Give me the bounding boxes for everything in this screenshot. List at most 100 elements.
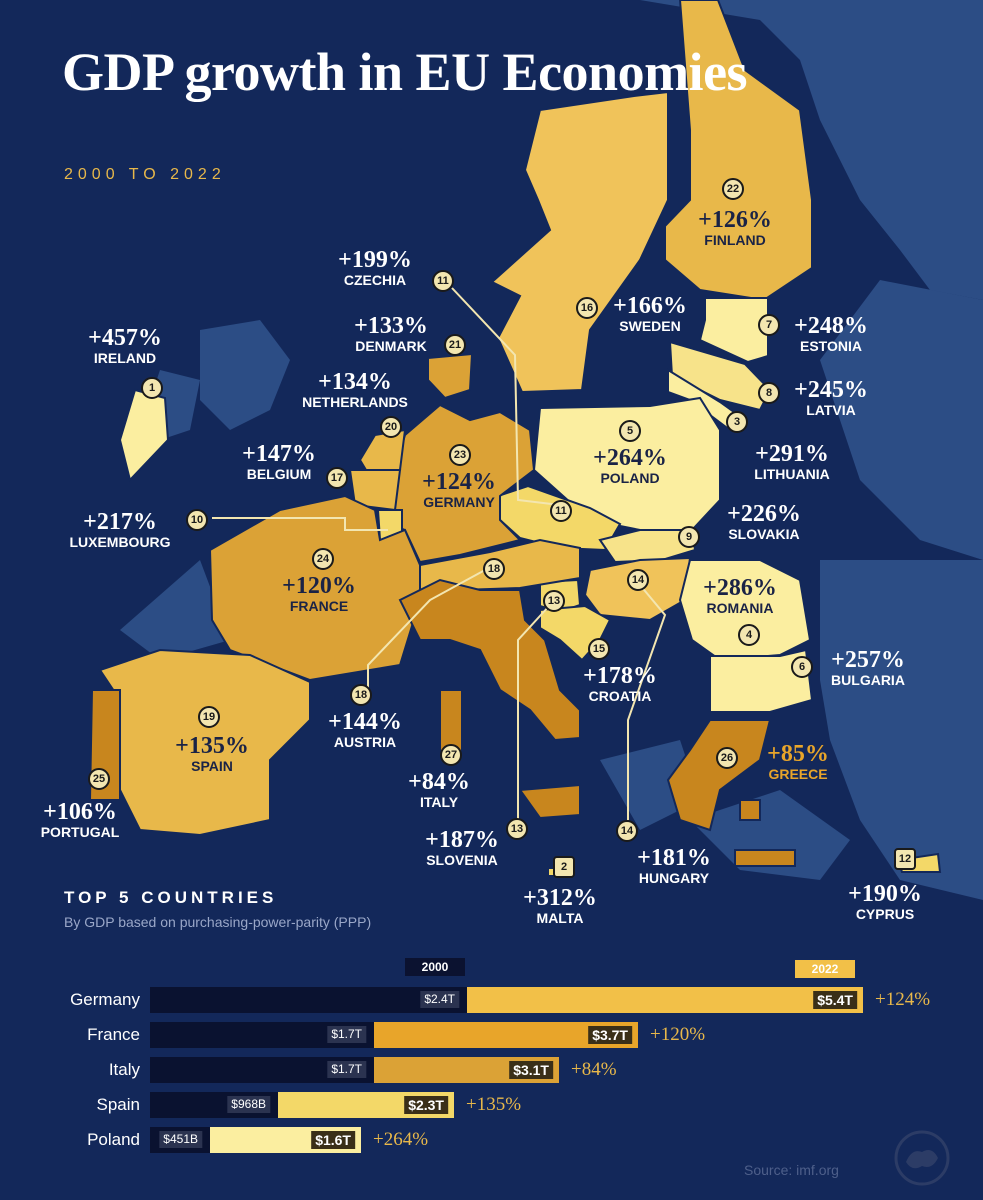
legend-year-2000: 2000 bbox=[405, 958, 465, 976]
callout-lines bbox=[212, 287, 667, 820]
rank-badge-germany: 23 bbox=[449, 444, 471, 466]
label-greece: +85% GREECE bbox=[748, 742, 848, 781]
top5-country-label: Germany bbox=[70, 990, 140, 1009]
label-croatia: +178% CROATIA bbox=[560, 664, 680, 703]
growth-sweden: +166% bbox=[613, 293, 687, 319]
rank-badge-ireland: 1 bbox=[141, 377, 163, 399]
country-italy bbox=[398, 578, 581, 742]
name-hungary: HUNGARY bbox=[638, 870, 710, 886]
name-croatia: CROATIA bbox=[588, 688, 652, 704]
name-cyprus: CYPRUS bbox=[855, 906, 915, 922]
name-germany: GERMANY bbox=[423, 494, 495, 510]
source-note: Source: imf.org bbox=[744, 1162, 839, 1178]
rank-badge-poland: 5 bbox=[619, 420, 641, 442]
rank-badge-italy: 27 bbox=[440, 744, 462, 766]
label-germany: +124% GERMANY bbox=[404, 470, 514, 509]
label-netherlands: +134% NETHERLANDS bbox=[285, 370, 425, 409]
top5-country-label: Italy bbox=[108, 1060, 140, 1079]
top5-value-2000: $1.7T bbox=[327, 1026, 366, 1043]
growth-finland: +126% bbox=[698, 207, 772, 233]
rank-badge-latvia: 8 bbox=[758, 382, 780, 404]
country-greece-crete bbox=[734, 849, 796, 867]
country-estonia bbox=[698, 297, 769, 364]
top5-value-2000: $2.4T bbox=[420, 991, 459, 1008]
label-poland: +264% POLAND bbox=[570, 446, 690, 485]
name-denmark: DENMARK bbox=[355, 338, 427, 354]
rank-badge-finland: 22 bbox=[722, 178, 744, 200]
rank-badge-belgium: 17 bbox=[326, 467, 348, 489]
name-italy: ITALY bbox=[419, 794, 459, 810]
label-belgium: +147% BELGIUM bbox=[224, 442, 334, 481]
top5-growth-label: +120% bbox=[650, 1024, 706, 1045]
label-finland: +126% FINLAND bbox=[680, 208, 790, 247]
top5-row: France $1.7T $3.7T +120% bbox=[0, 1022, 983, 1048]
top5-growth-label: +124% bbox=[875, 989, 931, 1010]
growth-cyprus: +190% bbox=[848, 881, 922, 907]
label-malta: +312% MALTA bbox=[500, 886, 620, 925]
top5-growth-label: +135% bbox=[466, 1094, 522, 1115]
page-title: GDP growth in EU Economies bbox=[62, 42, 748, 102]
growth-france: +120% bbox=[282, 573, 356, 599]
name-finland: FINLAND bbox=[704, 232, 766, 248]
label-hungary: +181% HUNGARY bbox=[614, 846, 734, 885]
growth-bulgaria: +257% bbox=[831, 647, 905, 673]
name-austria: AUSTRIA bbox=[333, 734, 397, 750]
label-denmark: +133% DENMARK bbox=[336, 314, 446, 353]
label-portugal: +106% PORTUGAL bbox=[20, 800, 140, 839]
growth-romania: +286% bbox=[703, 575, 777, 601]
country-italy-sicily bbox=[518, 783, 581, 820]
label-romania: +286% ROMANIA bbox=[680, 576, 800, 615]
name-slovakia: SLOVAKIA bbox=[728, 526, 800, 542]
label-italy: +84% ITALY bbox=[384, 770, 494, 809]
label-latvia: +245% LATVIA bbox=[776, 378, 886, 417]
top5-bar-2000 bbox=[150, 987, 467, 1013]
rank-badge-malta: 2 bbox=[553, 856, 575, 878]
country-sweden bbox=[490, 90, 669, 394]
country-slovakia bbox=[598, 529, 697, 564]
label-bulgaria: +257% BULGARIA bbox=[808, 648, 928, 687]
top5-country-label: Spain bbox=[96, 1095, 140, 1114]
label-austria: +144% AUSTRIA bbox=[310, 710, 420, 749]
country-italy-sardinia bbox=[439, 689, 463, 761]
country-denmark bbox=[427, 352, 474, 400]
label-cyprus: +190% CYPRUS bbox=[830, 882, 940, 921]
top5-subheading: By GDP based on purchasing-power-parity … bbox=[64, 914, 372, 930]
growth-croatia: +178% bbox=[583, 663, 657, 689]
top5-row: Germany $2.4T $5.4T +124% bbox=[0, 987, 983, 1013]
non-eu-land bbox=[120, 0, 983, 900]
rank-badge-bulgaria: 6 bbox=[791, 656, 813, 678]
name-czechia: CZECHIA bbox=[343, 272, 407, 288]
top5-row: Italy $1.7T $3.1T +84% bbox=[0, 1057, 983, 1083]
rank-badge-romania: 4 bbox=[738, 624, 760, 646]
top5-row: Spain $968B $2.3T +135% bbox=[0, 1092, 983, 1118]
top5-value-2022: $3.7T bbox=[588, 1026, 632, 1044]
rank-badge-greece: 26 bbox=[716, 747, 738, 769]
rank-badge-france: 24 bbox=[312, 548, 334, 570]
growth-portugal: +106% bbox=[43, 799, 117, 825]
rank-badge-czechia-callout: 11 bbox=[550, 500, 572, 522]
top5-growth-label: +264% bbox=[373, 1129, 429, 1150]
rank-badge-slovakia: 9 bbox=[678, 526, 700, 548]
growth-hungary: +181% bbox=[637, 845, 711, 871]
rank-badge-slovenia: 13 bbox=[543, 590, 565, 612]
rank-badge-netherlands: 20 bbox=[380, 416, 402, 438]
name-sweden: SWEDEN bbox=[619, 318, 681, 334]
growth-estonia: +248% bbox=[794, 313, 868, 339]
rank-badge-sweden: 16 bbox=[576, 297, 598, 319]
rank-badge-croatia: 15 bbox=[588, 638, 610, 660]
growth-malta: +312% bbox=[523, 885, 597, 911]
top5-row: Poland $451B $1.6T +264% bbox=[0, 1127, 983, 1153]
top5-value-2022: $5.4T bbox=[813, 991, 857, 1009]
name-netherlands: NETHERLANDS bbox=[302, 394, 408, 410]
label-slovenia: +187% SLOVENIA bbox=[402, 828, 522, 867]
name-romania: ROMANIA bbox=[706, 600, 774, 616]
growth-greece: +85% bbox=[767, 741, 829, 767]
label-sweden: +166% SWEDEN bbox=[600, 294, 700, 333]
name-spain: SPAIN bbox=[191, 758, 233, 774]
growth-belgium: +147% bbox=[242, 441, 316, 467]
name-lithuania: LITHUANIA bbox=[754, 466, 830, 482]
growth-netherlands: +134% bbox=[318, 369, 392, 395]
name-greece: GREECE bbox=[768, 766, 828, 782]
growth-austria: +144% bbox=[328, 709, 402, 735]
